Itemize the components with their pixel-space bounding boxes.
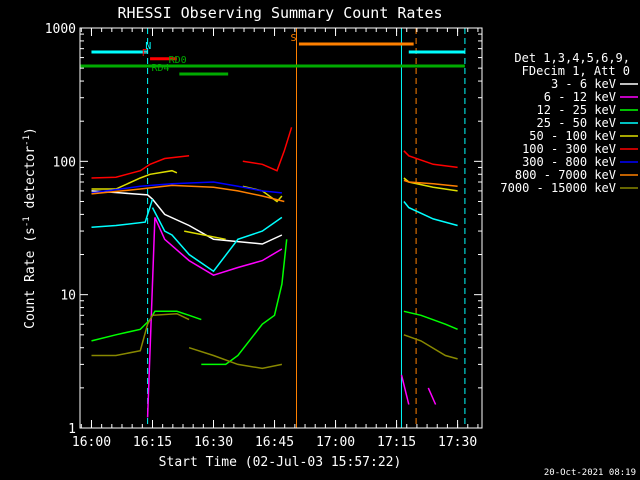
y-axis-label-part: -1 xyxy=(22,135,32,146)
y-tick-label: 1000 xyxy=(45,22,76,37)
series-line-5 xyxy=(403,150,458,169)
y-axis-label-part: Count Rate (s xyxy=(23,227,38,329)
legend-entry-label: 800 - 7000 keV xyxy=(515,168,616,182)
legend-entry-label: 300 - 800 keV xyxy=(522,155,616,169)
series-line-3 xyxy=(403,201,458,227)
flag-label-rd0: RD0 xyxy=(169,55,187,66)
y-tick-label: 100 xyxy=(53,155,76,170)
series-line-4 xyxy=(91,169,178,190)
x-tick-label: 16:45 xyxy=(255,435,294,450)
series-line-4 xyxy=(403,177,458,192)
y-axis-label: Count Rate (s-1 detector-1) xyxy=(22,127,38,329)
series-line-8 xyxy=(91,312,190,357)
flag-label-s: S xyxy=(290,33,296,44)
y-tick-label: 10 xyxy=(60,289,76,304)
series-line-7 xyxy=(91,184,285,203)
x-axis-label: Start Time (02-Jul-03 15:57:22) xyxy=(159,455,402,470)
legend-entry-label: 7000 - 15000 keV xyxy=(500,181,616,195)
y-axis-label-part: detector xyxy=(23,146,38,217)
legend-entry-label: 12 - 25 keV xyxy=(537,103,616,117)
series-line-8 xyxy=(403,334,458,360)
flag-label-n: N xyxy=(145,41,151,52)
y-axis-label-part: -1 xyxy=(22,216,32,227)
series-line-4 xyxy=(184,230,226,241)
legend-entry-label: 50 - 100 keV xyxy=(529,129,616,143)
chart-title: RHESSI Observing Summary Count Rates xyxy=(117,4,442,22)
series-line-1 xyxy=(400,374,410,405)
series-line-5 xyxy=(91,155,190,179)
x-tick-label: 16:15 xyxy=(133,435,172,450)
series-line-1 xyxy=(146,217,283,418)
axis-ticks: 16:00 16:15 16:30 16:45 17:00 17:15 17:30 1 10 10… xyxy=(45,22,482,450)
timestamp: 20-Oct-2021 08:19 xyxy=(544,468,636,478)
series-line-3 xyxy=(91,198,154,229)
series-line-5 xyxy=(242,127,293,172)
plot-frame xyxy=(79,27,483,429)
legend-entry-label: 25 - 50 keV xyxy=(537,116,616,130)
flag-label-rd4: RD4 xyxy=(152,63,170,74)
series-line-7 xyxy=(403,179,458,188)
series-line-2 xyxy=(403,310,458,330)
series-line-1 xyxy=(427,387,437,405)
series-line-0 xyxy=(91,190,283,245)
legend-entry-label: 100 - 300 keV xyxy=(522,142,616,156)
x-tick-label: 17:30 xyxy=(438,435,477,450)
vertical-markers xyxy=(79,28,466,428)
series-line-2 xyxy=(201,239,288,366)
series-lines xyxy=(91,127,458,418)
legend-header: FDecim 1, Att 0 xyxy=(522,64,630,78)
y-tick-label: 1 xyxy=(68,422,76,437)
x-tick-label: 17:00 xyxy=(316,435,355,450)
series-line-6 xyxy=(91,181,282,194)
x-tick-label: 16:30 xyxy=(194,435,233,450)
legend-header: Det 1,3,4,5,6,9, xyxy=(514,51,630,65)
legend-entry-label: 6 - 12 keV xyxy=(544,90,616,104)
series-line-8 xyxy=(188,346,283,370)
x-tick-label: 16:00 xyxy=(72,435,111,450)
x-tick-label: 17:15 xyxy=(377,435,416,450)
series-line-3 xyxy=(151,207,283,273)
legend: Det 1,3,4,5,6,9,FDecim 1, Att 03 - 6 keV… xyxy=(500,51,638,195)
y-axis-label-part: ) xyxy=(23,127,38,135)
flag-label-f: F xyxy=(142,48,148,59)
legend-entry-label: 3 - 6 keV xyxy=(551,77,616,91)
